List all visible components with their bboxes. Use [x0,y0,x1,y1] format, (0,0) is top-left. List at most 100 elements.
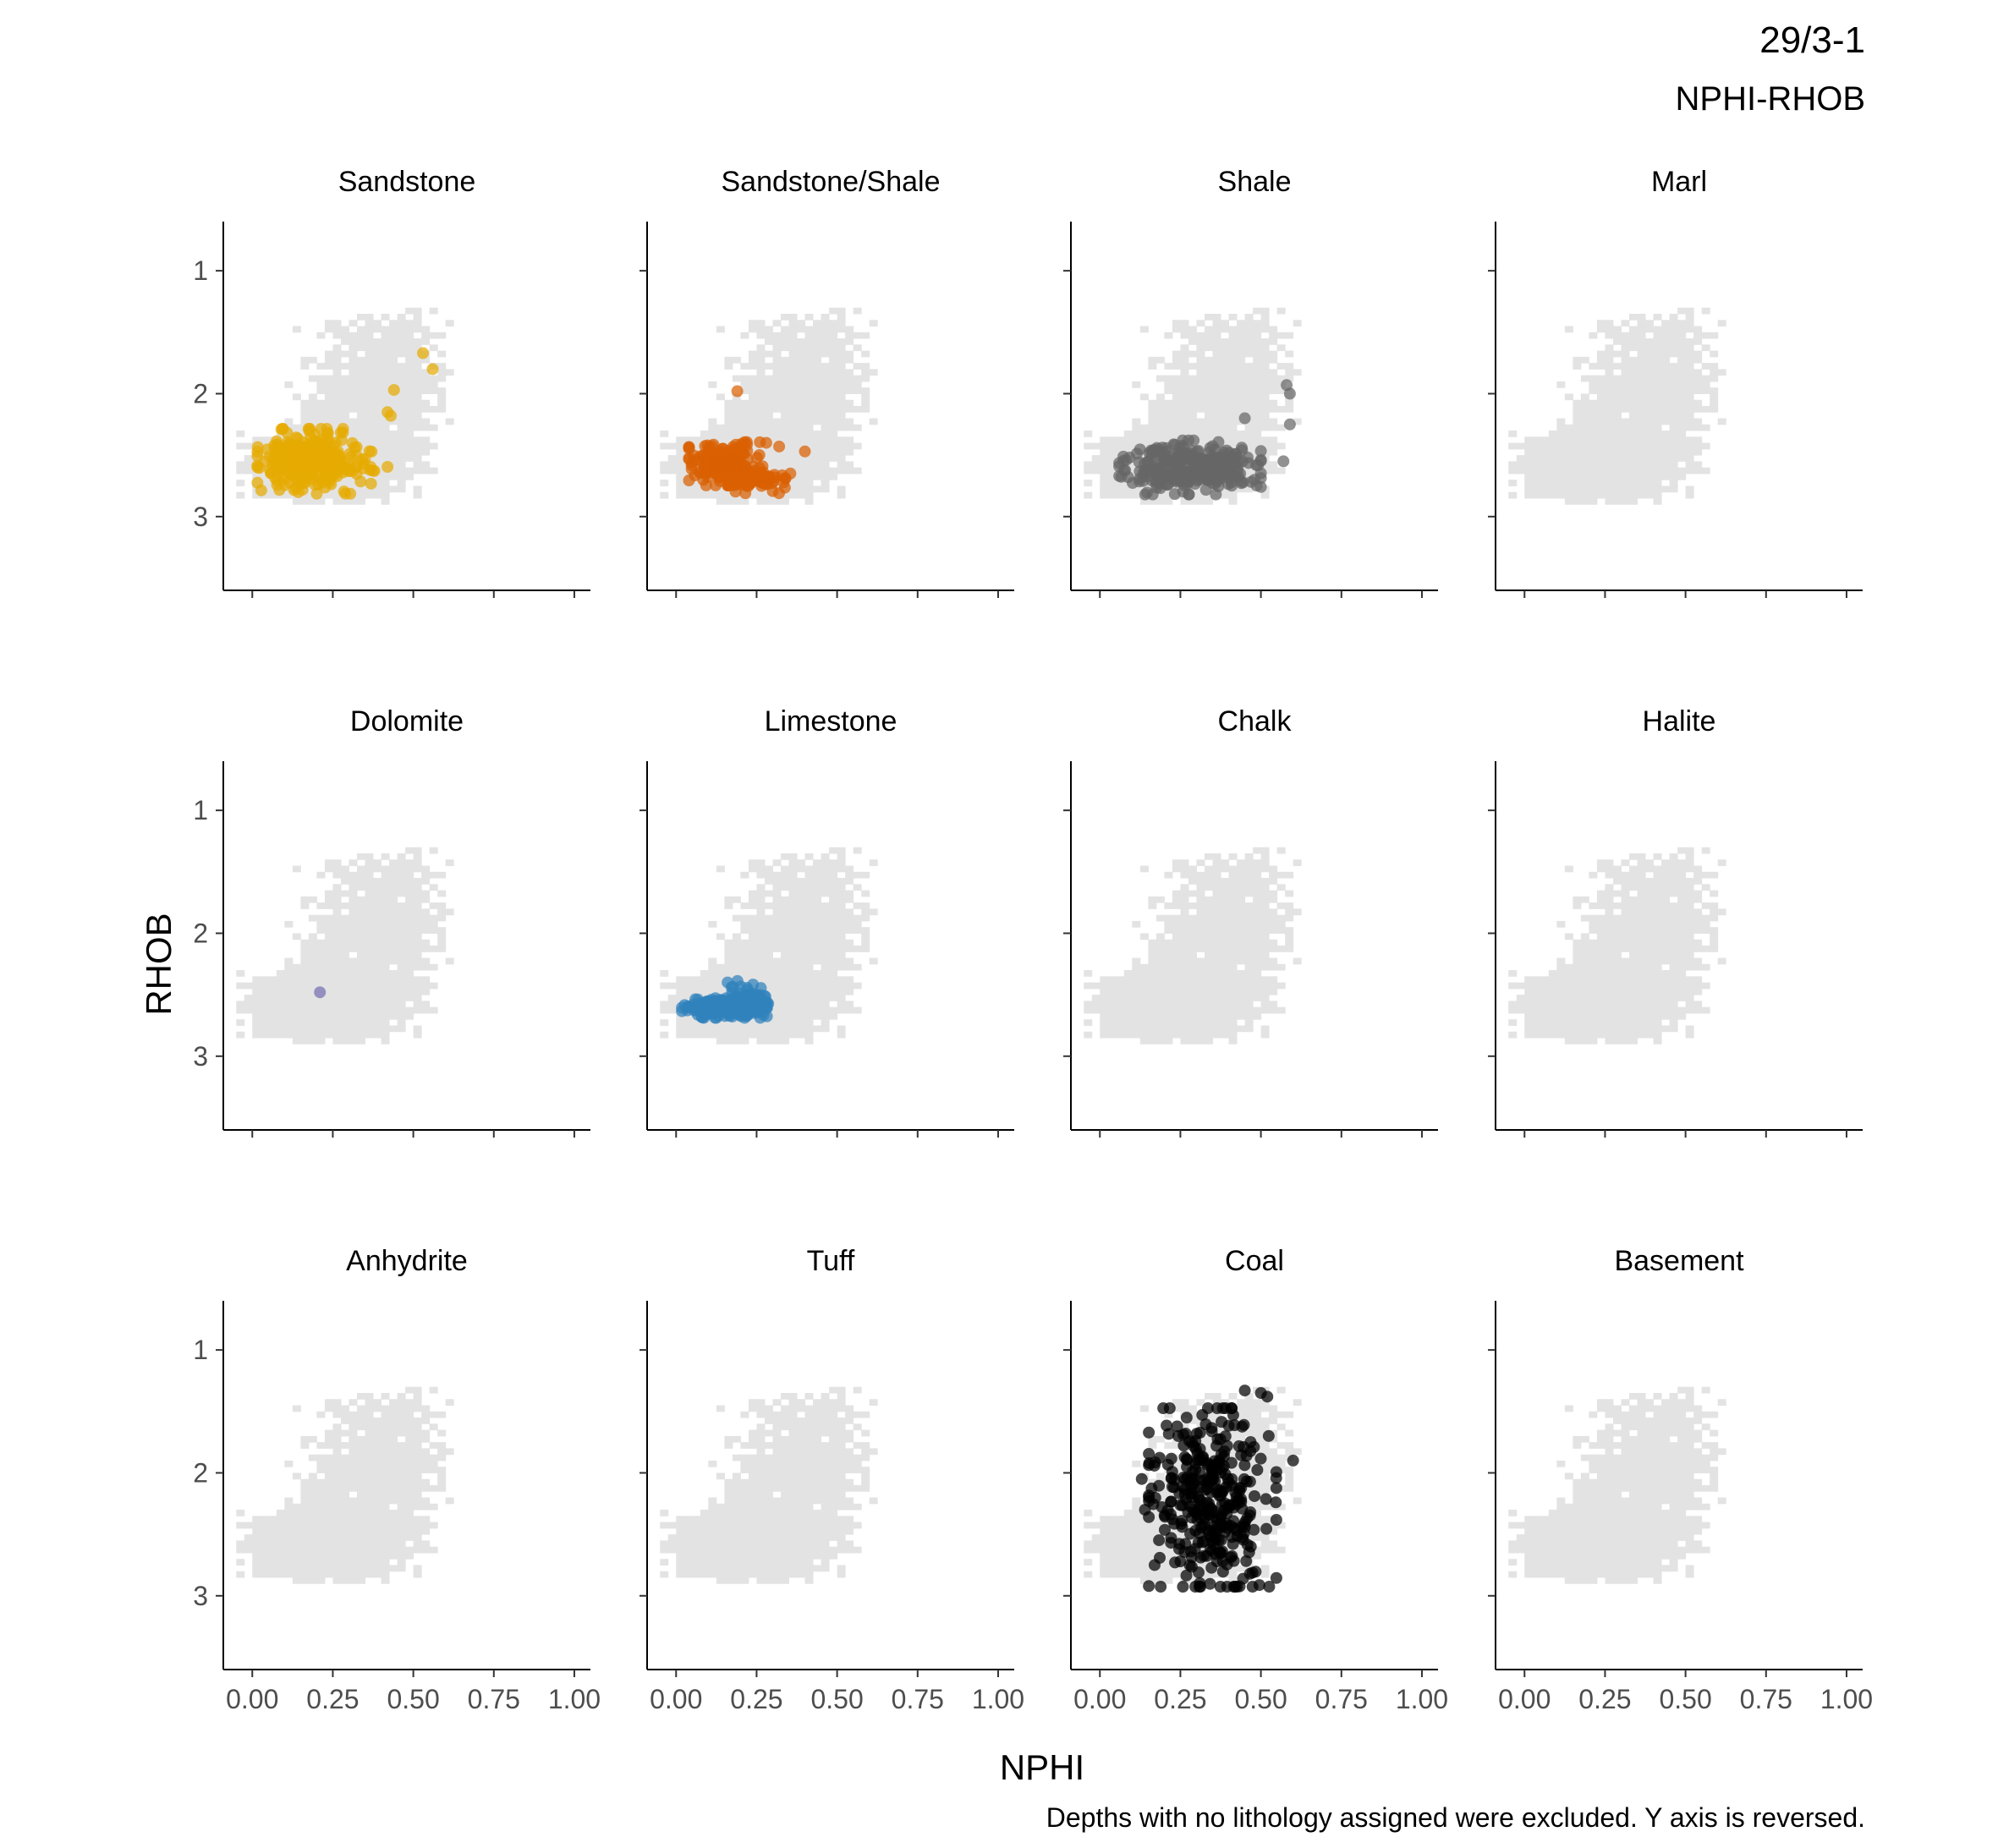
density-cell [1260,399,1270,407]
density-cell [1685,448,1694,456]
density-cell [1269,890,1278,897]
density-cell [1180,871,1189,879]
density-cell [797,920,806,928]
density-cell [1139,1038,1149,1045]
density-cell [1244,878,1254,885]
data-point [289,482,302,495]
density-cell [1180,326,1189,333]
density-cell [332,332,342,339]
density-cell [381,375,390,382]
density-cell [356,406,366,413]
density-cell [316,1001,326,1008]
density-cell [1269,871,1278,879]
density-cell [1532,982,1541,990]
density-cell [429,927,438,934]
density-cell [1244,399,1254,407]
density-cell [772,957,782,965]
density-cell [1196,381,1205,388]
density-cell [1645,1031,1655,1039]
density-cell [748,412,757,420]
density-cell [389,976,398,984]
density-cell [1596,976,1606,984]
density-cell [1155,436,1165,444]
density-cell [421,332,431,339]
density-cell [381,332,390,339]
density-cell [365,320,374,327]
density-cell [421,1006,431,1014]
density-cell [373,399,382,407]
density-cell [821,946,830,952]
density-cell [365,1012,374,1020]
data-point [753,462,766,474]
density-cell [1605,393,1614,401]
facet-halite: Halite [1488,705,1863,1138]
density-cell [292,970,301,977]
density-cell [1260,951,1270,959]
density-cell [1589,988,1598,995]
density-cell [1564,498,1573,505]
density-cell [804,1019,814,1026]
density-cell [692,442,701,450]
density-cell [1221,418,1230,425]
density-cell [676,995,685,1001]
density-cell [1123,1019,1133,1026]
density-cell [381,970,390,977]
density-cell [708,988,717,995]
density-cell [764,890,773,897]
density-cell [764,963,773,971]
density-cell [1589,375,1598,382]
density-cell [756,406,766,413]
density-cell [1693,418,1703,425]
density-cell [829,896,838,903]
density-cell [244,467,253,474]
density-cell [356,399,366,407]
density-cell [1196,920,1205,928]
density-cell [1228,387,1238,394]
density-cell [1677,418,1687,425]
density-cell [1276,424,1286,431]
density-cell [381,890,390,897]
density-cell [356,1001,366,1008]
density-cell [1628,480,1638,486]
density-cell [1172,963,1181,971]
density-cell [813,399,822,407]
density-cell [748,946,757,952]
density-cell [837,320,846,327]
density-cell [429,344,438,352]
density-cell [1685,467,1694,474]
density-cell [1253,356,1262,364]
density-cell [340,1025,349,1033]
density-cell [405,363,414,370]
density-cell [413,436,422,444]
density-cell [1677,412,1687,420]
density-cell [300,491,310,499]
density-cell [365,356,374,364]
density-cell [1653,430,1662,437]
density-cell [667,455,677,462]
density-cell [260,995,269,1001]
density-cell [1212,375,1221,382]
density-cell [1253,399,1262,407]
density-cell [821,908,830,916]
density-cell [797,338,806,345]
density-cell [405,884,414,891]
density-cell [1669,381,1678,388]
density-cell [1573,406,1582,413]
density-cell [349,498,358,505]
density-cell [405,375,414,382]
density-cell [837,461,846,469]
density-cell [804,982,814,990]
density-cell [356,970,366,977]
density-cell [365,424,374,431]
density-cell [1580,473,1589,480]
density-cell [804,399,814,407]
density-cell [1253,896,1262,903]
density-cell [821,884,830,891]
density-cell [748,491,757,499]
density-cell [1237,375,1246,382]
density-cell [756,375,766,382]
density-cell [356,314,366,321]
density-cell [413,467,422,474]
density-cell [1276,467,1286,474]
density-cell [772,933,782,940]
